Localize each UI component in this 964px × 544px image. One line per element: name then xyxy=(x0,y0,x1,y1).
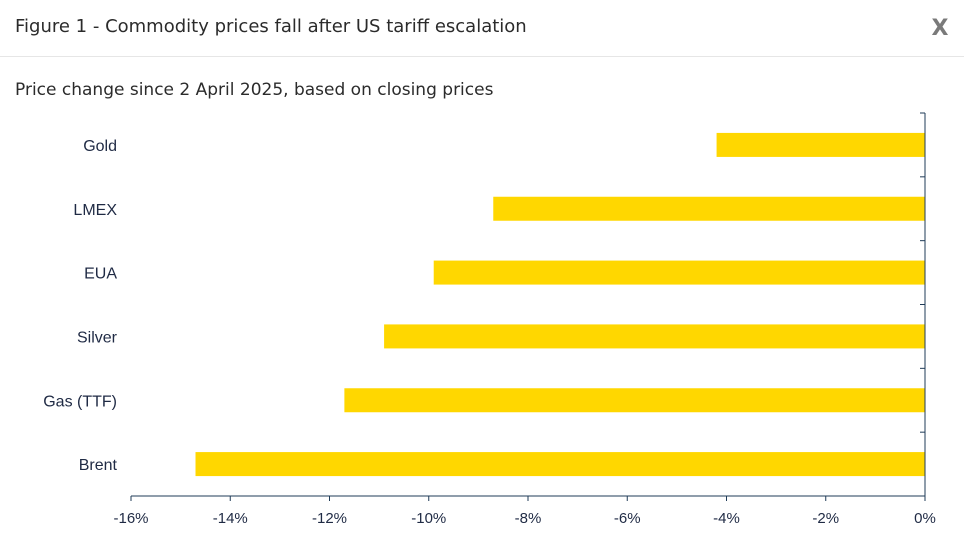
category-label: Gas (TTF) xyxy=(43,393,117,410)
bar-lmex xyxy=(493,196,925,221)
bar-brent xyxy=(195,452,925,477)
category-label: Gold xyxy=(83,138,117,155)
chart-subtitle: Price change since 2 April 2025, based o… xyxy=(15,80,494,100)
category-label: Brent xyxy=(79,457,118,474)
category-label: Silver xyxy=(77,329,118,346)
close-icon[interactable]: X xyxy=(931,16,949,41)
x-tick-label: -16% xyxy=(113,510,148,527)
x-tick-label: -8% xyxy=(515,510,542,527)
x-tick-label: -10% xyxy=(411,510,446,527)
x-tick-label: -14% xyxy=(213,510,248,527)
dialog-header: Figure 1 - Commodity prices fall after U… xyxy=(0,0,964,57)
category-label: EUA xyxy=(84,266,117,283)
category-label: LMEX xyxy=(73,202,117,219)
x-tick-label: -6% xyxy=(614,510,641,527)
bar-eua xyxy=(433,260,925,285)
figure-title: Figure 1 - Commodity prices fall after U… xyxy=(15,16,527,37)
x-tick-label: 0% xyxy=(914,510,936,527)
x-tick-label: -12% xyxy=(312,510,347,527)
x-tick-label: -4% xyxy=(713,510,740,527)
bar-gold xyxy=(716,132,925,157)
bar-gas-ttf xyxy=(344,388,925,413)
x-tick-label: -2% xyxy=(812,510,839,527)
bar-silver xyxy=(384,324,925,349)
